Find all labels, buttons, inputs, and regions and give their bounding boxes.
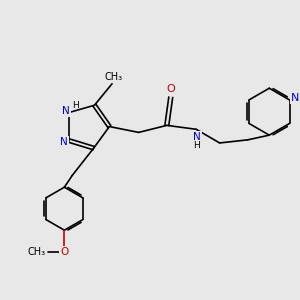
Text: O: O xyxy=(60,248,68,257)
Text: H: H xyxy=(73,101,79,110)
Text: N: N xyxy=(193,132,201,142)
Text: CH₃: CH₃ xyxy=(28,248,46,257)
Text: CH₃: CH₃ xyxy=(105,72,123,82)
Text: N: N xyxy=(60,137,68,148)
Text: H: H xyxy=(194,141,200,150)
Text: N: N xyxy=(291,93,300,103)
Text: O: O xyxy=(167,84,175,94)
Text: N: N xyxy=(62,106,70,116)
